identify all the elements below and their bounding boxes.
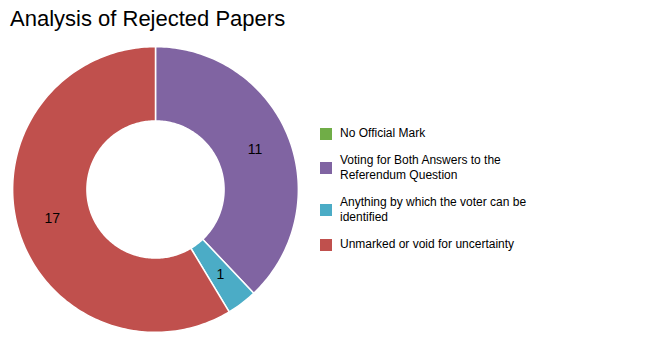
- html-text:Voting for Both Answers to the: Voting for Both Answers to the Referendu…: [340, 153, 501, 182]
- svg-text:17: 17: [44, 210, 60, 226]
- html-text:Unmarked or void for uncertain: Unmarked or void for uncertainty: [340, 237, 515, 251]
- html-text:No Official Mark: No Official Mark: [340, 126, 426, 140]
- svg-text:1: 1: [216, 266, 224, 282]
- html-text:Anything by which the voter ca: Anything by which the voter can be ident…: [340, 195, 527, 224]
- html-text:Analysis of Rejected Papers: Analysis of Rejected Papers: [10, 6, 286, 31]
- svg-text:11: 11: [248, 141, 263, 157]
